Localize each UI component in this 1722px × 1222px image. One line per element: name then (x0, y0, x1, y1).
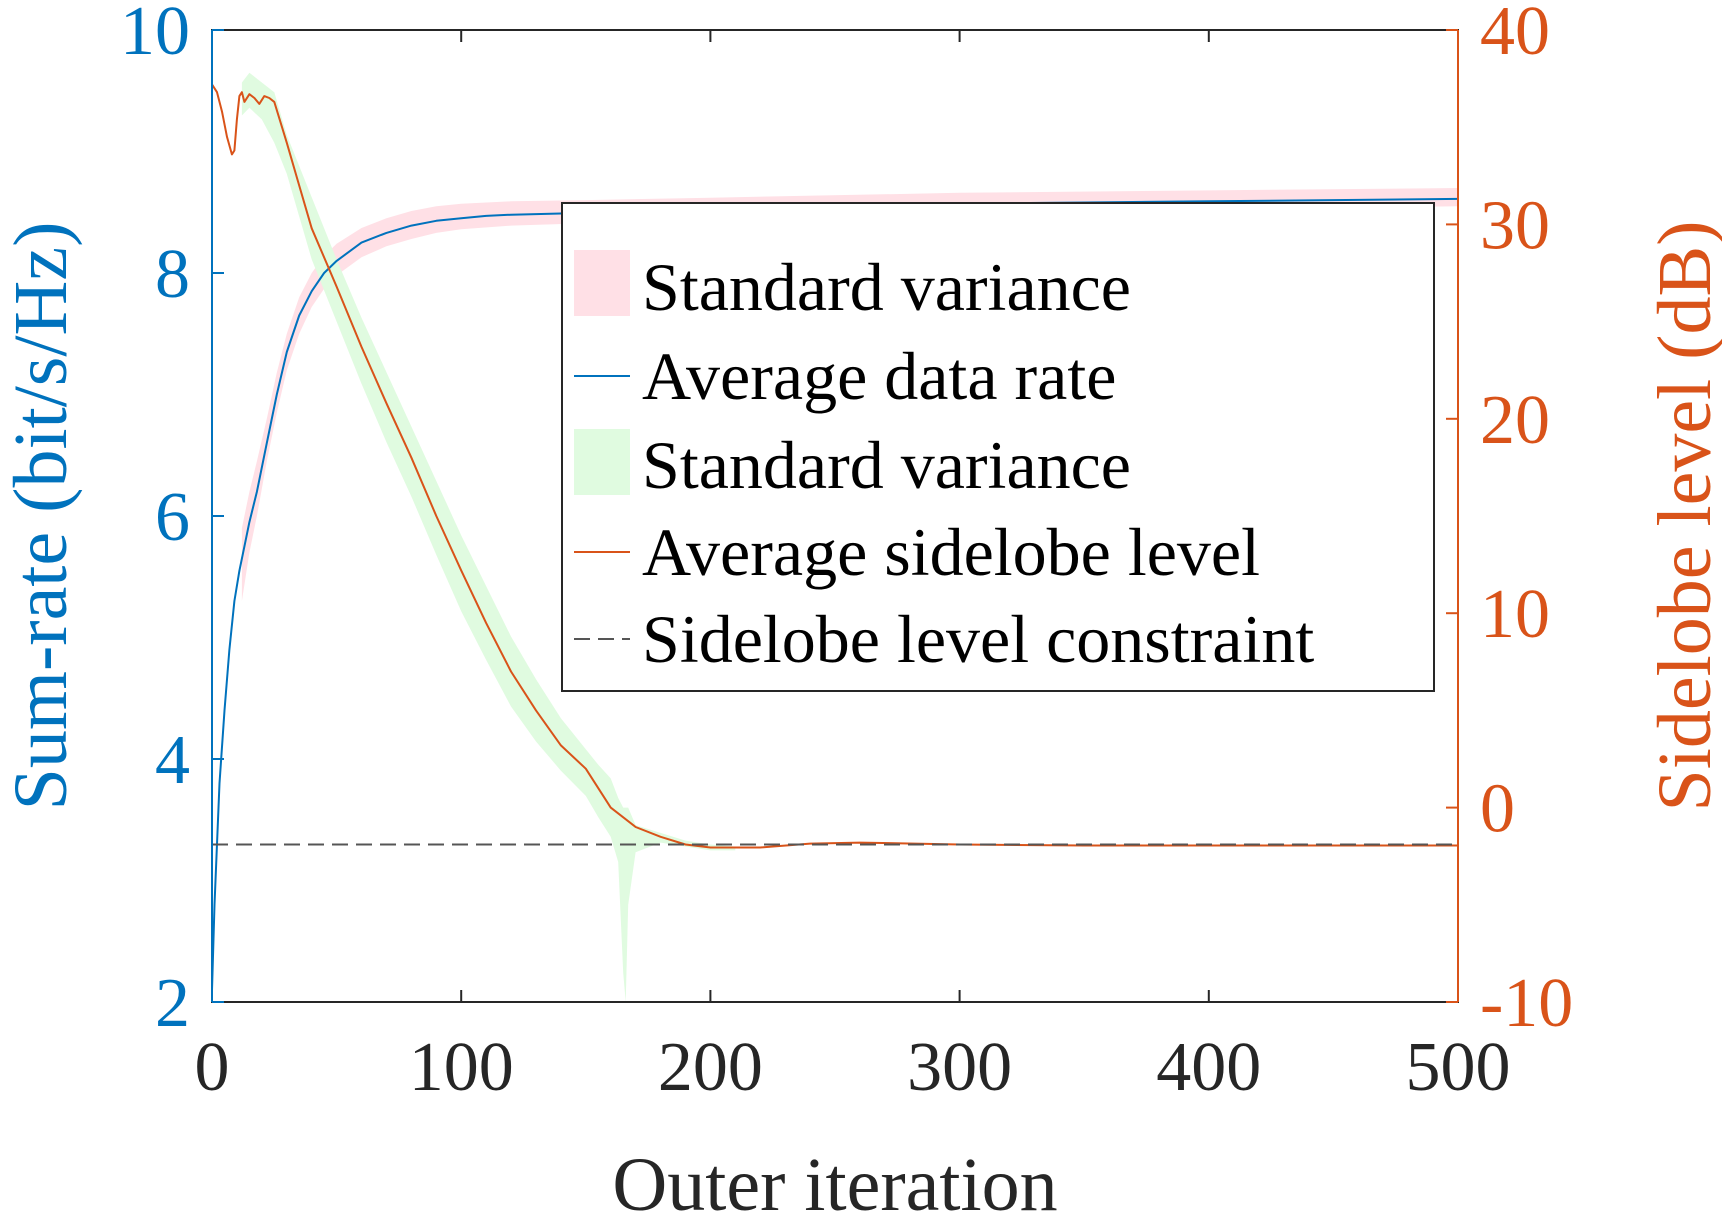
x-tick-label: 0 (195, 1029, 230, 1106)
sidelobe-variance-band (241, 72, 736, 1003)
legend-label-rate-band: Standard variance (642, 249, 1131, 325)
legend-swatch-rate-band (574, 250, 630, 316)
left-tick-label: 2 (155, 965, 190, 1042)
sidelobe-level-line (211, 83, 1458, 849)
left-axis-label: Sum-rate (bit/s/Hz) (0, 222, 83, 811)
legend-label-rate-line: Average data rate (642, 338, 1116, 414)
x-tick-label: 100 (409, 1029, 514, 1106)
x-axis-label: Outer iteration (612, 1143, 1057, 1222)
legend-label-sll-line: Average sidelobe level (642, 514, 1260, 590)
legend-box (561, 202, 1435, 692)
right-tick-label: 20 (1480, 382, 1550, 459)
right-tick-label: 40 (1480, 0, 1550, 70)
left-tick-label: 8 (155, 236, 190, 313)
rate-variance-band (241, 188, 1458, 601)
left-tick-label: 10 (120, 0, 190, 70)
right-tick-label: 0 (1480, 771, 1515, 848)
x-tick-label: 300 (907, 1029, 1012, 1106)
legend-label-constraint: Sidelobe level constraint (642, 601, 1314, 677)
legend: Standard variance Average data rate Stan… (561, 202, 1435, 692)
right-tick-label: -10 (1480, 965, 1573, 1042)
right-tick-label: 30 (1480, 187, 1550, 264)
tick-labels: 0 100 200 300 400 500 2 4 6 8 10 -10 0 10 20 30 40 (120, 0, 1573, 1106)
right-tick-label: 10 (1480, 576, 1550, 653)
x-tick-label: 500 (1406, 1029, 1511, 1106)
legend-label-sll-band: Standard variance (642, 427, 1131, 503)
x-tick-label: 400 (1156, 1029, 1261, 1106)
left-tick-label: 6 (155, 479, 190, 556)
axis-ticks (211, 29, 1459, 1003)
legend-swatch-sll-band (574, 429, 630, 495)
right-axis-label: Sidelobe level (dB) (1643, 221, 1722, 812)
x-tick-label: 200 (658, 1029, 763, 1106)
left-tick-label: 4 (155, 722, 190, 799)
variance-bands (241, 72, 1458, 1003)
